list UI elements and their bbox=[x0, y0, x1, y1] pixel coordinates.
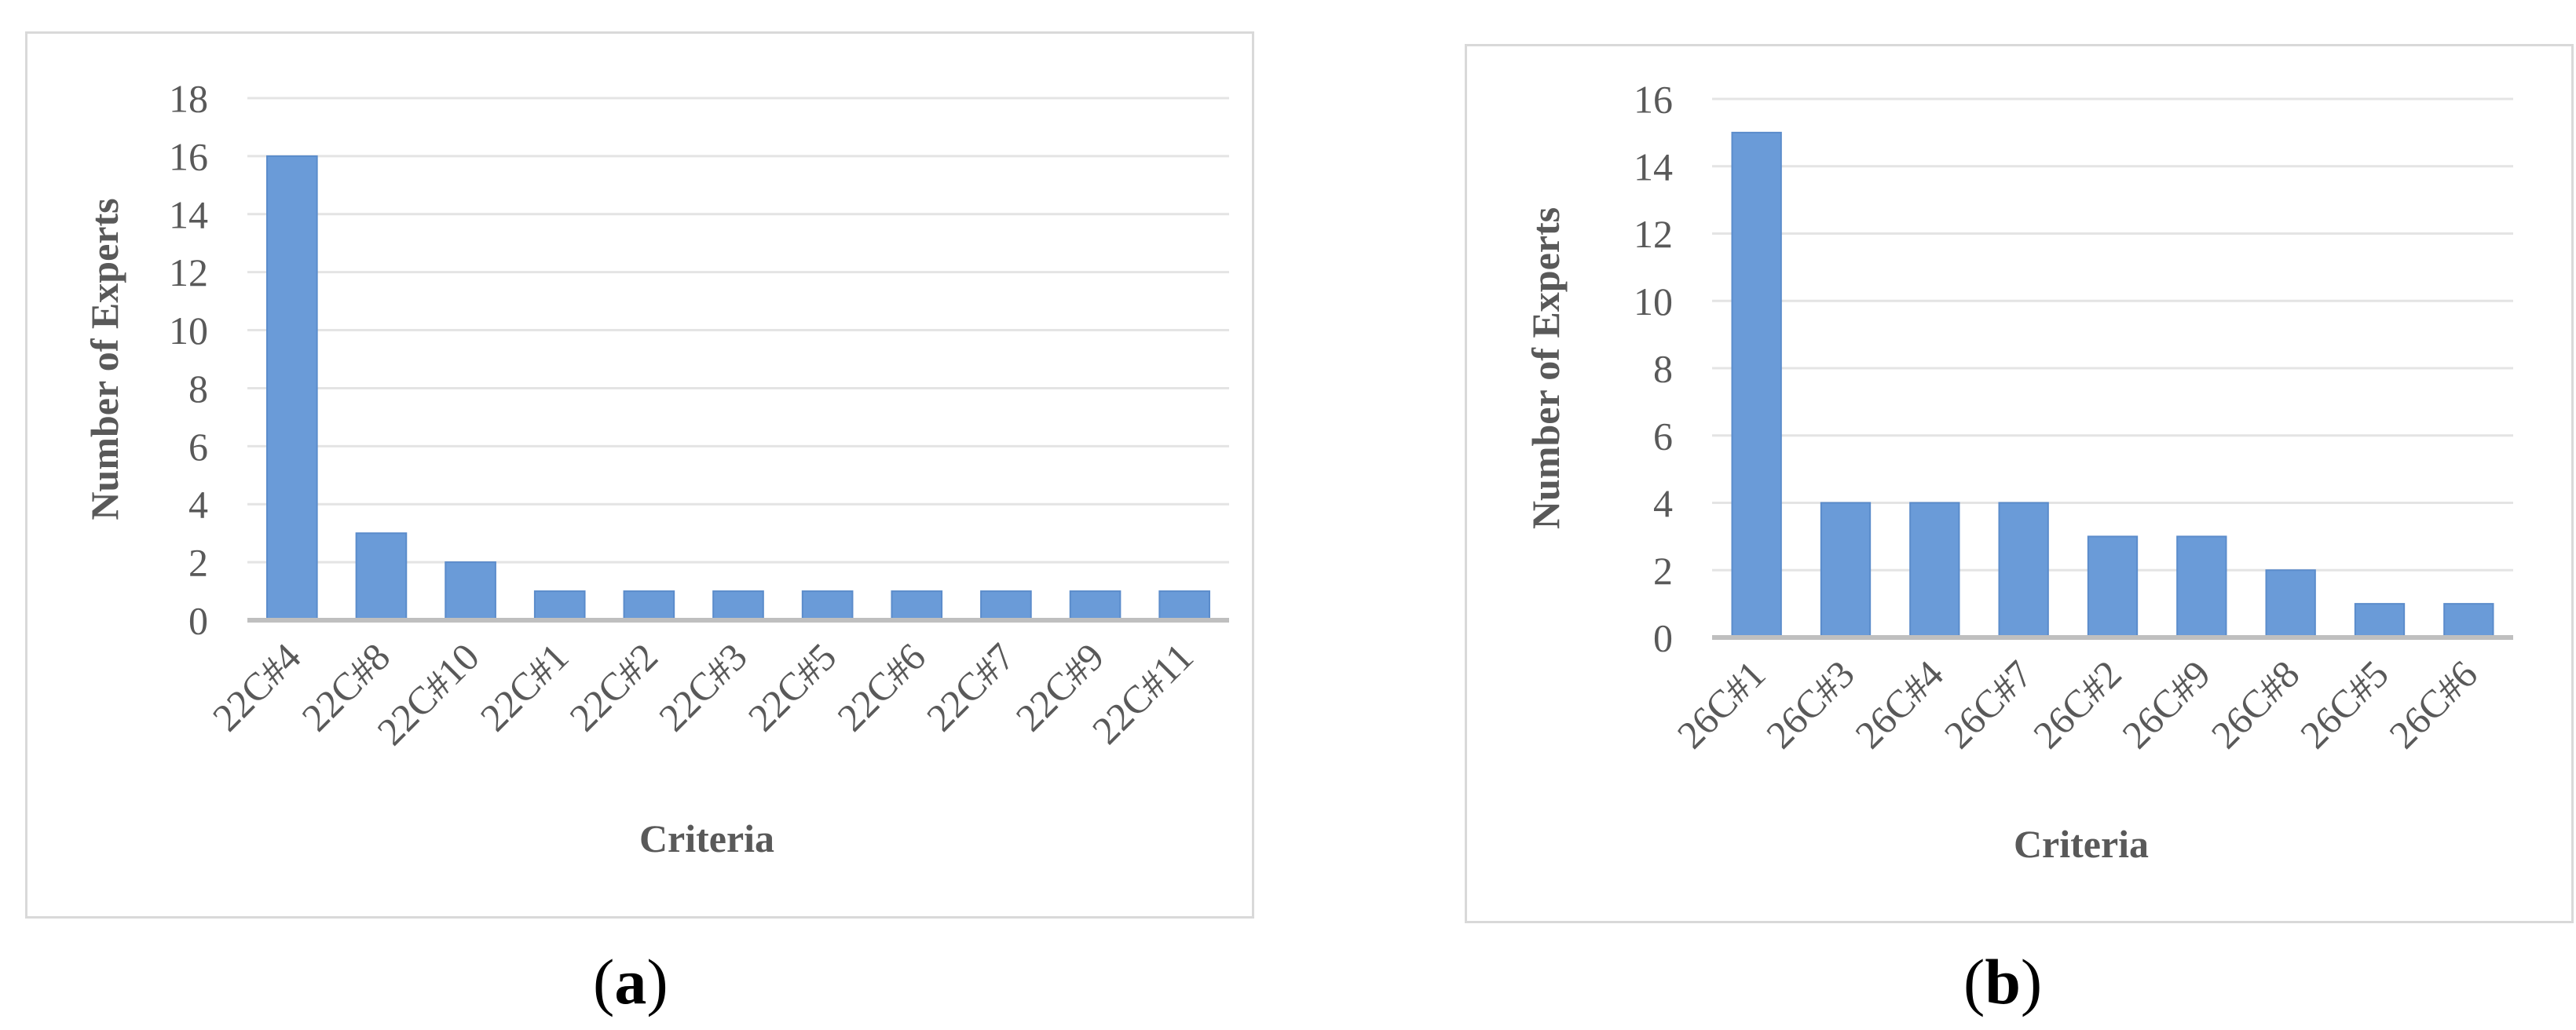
chart-b-xtick-label: 26C#6 bbox=[2380, 652, 2486, 757]
chart-a-ytick-label: 14 bbox=[169, 192, 208, 236]
chart-b-xtick-label: 26C#8 bbox=[2203, 652, 2308, 757]
chart-a-xtick-label: 22C#2 bbox=[561, 634, 666, 740]
chart-a-bar bbox=[355, 532, 408, 622]
chart-b-bar bbox=[2265, 569, 2316, 638]
chart-a-ytick-label: 18 bbox=[169, 77, 208, 121]
chart-b-xtick-label: 26C#2 bbox=[2025, 652, 2130, 757]
chart-b-xtick-label: 26C#4 bbox=[1846, 652, 1952, 757]
chart-a-ytick-label: 10 bbox=[169, 309, 208, 352]
chart-b-ytick-label: 14 bbox=[1634, 144, 1673, 188]
chart-a-bar bbox=[891, 590, 943, 621]
chart-b-ylabel: Number of Experts bbox=[1524, 207, 1568, 529]
chart-a-xlabel: Criteria bbox=[639, 816, 774, 860]
chart-b-bar bbox=[2087, 535, 2139, 638]
chart-a-xtick-label: 22C#1 bbox=[472, 634, 577, 740]
chart-b-ytick-label: 12 bbox=[1634, 212, 1673, 256]
chart-b-frame bbox=[1465, 44, 2574, 923]
caption-b: (b) bbox=[1963, 946, 2043, 1017]
chart-a-xtick-label: 22C#3 bbox=[650, 634, 756, 740]
caption-a: (a) bbox=[593, 946, 668, 1017]
chart-a-bar bbox=[712, 590, 764, 621]
chart-a-bar bbox=[445, 561, 496, 621]
chart-a-ylabel: Number of Experts bbox=[82, 198, 126, 520]
chart-b-xtick-label: 26C#3 bbox=[1758, 652, 1863, 757]
chart-b-ytick-label: 0 bbox=[1653, 616, 1673, 660]
chart-a-ytick-label: 12 bbox=[169, 250, 208, 294]
chart-a-bar bbox=[266, 155, 318, 621]
chart-b-ytick-label: 16 bbox=[1634, 78, 1673, 122]
chart-b-xtick-label: 26C#1 bbox=[1669, 652, 1774, 757]
chart-a-xtick-label: 22C#7 bbox=[918, 634, 1023, 740]
chart-b-ytick-label: 10 bbox=[1634, 279, 1673, 323]
chart-b-ytick-label: 2 bbox=[1653, 549, 1673, 593]
chart-a-ytick-label: 0 bbox=[188, 599, 208, 643]
chart-b-bar bbox=[2176, 535, 2227, 638]
chart-a-bar bbox=[1158, 590, 1211, 621]
chart-b-xtick-label: 26C#9 bbox=[2113, 652, 2219, 757]
chart-a-bar bbox=[980, 590, 1032, 621]
chart-a-ytick-label: 6 bbox=[188, 425, 208, 469]
chart-a-bar bbox=[623, 590, 675, 621]
chart-b-xtick-label: 26C#5 bbox=[2292, 652, 2397, 757]
chart-a-bar bbox=[801, 590, 854, 621]
chart-a-bar bbox=[1069, 590, 1122, 621]
chart-b-ytick-label: 6 bbox=[1653, 414, 1673, 458]
chart-b-ytick-label: 8 bbox=[1653, 347, 1673, 391]
chart-a-xtick-label: 22C#5 bbox=[740, 634, 845, 740]
chart-a-frame bbox=[25, 31, 1254, 919]
chart-b-bar bbox=[2354, 603, 2406, 638]
chart-b-xlabel: Criteria bbox=[2014, 822, 2149, 866]
chart-b-bar bbox=[1909, 502, 1960, 638]
chart-a-xtick-label: 22C#11 bbox=[1084, 634, 1202, 752]
chart-a-bar bbox=[533, 590, 586, 621]
chart-a-ytick-label: 8 bbox=[188, 367, 208, 411]
chart-a-ytick-label: 4 bbox=[188, 483, 208, 527]
chart-a-xtick-label: 22C#6 bbox=[829, 634, 934, 740]
chart-a-xtick-label: 22C#10 bbox=[368, 634, 488, 754]
chart-b-xtick-label: 26C#7 bbox=[1936, 652, 2041, 757]
chart-b-bar bbox=[1731, 131, 1782, 638]
chart-b-bar bbox=[1820, 502, 1872, 638]
chart-a-xtick-label: 22C#4 bbox=[204, 634, 309, 740]
chart-a-ytick-label: 16 bbox=[169, 134, 208, 178]
chart-b-ytick-label: 4 bbox=[1653, 481, 1673, 525]
chart-b-bar bbox=[1998, 502, 2049, 638]
chart-a-ytick-label: 2 bbox=[188, 541, 208, 585]
chart-b-bar bbox=[2443, 603, 2494, 638]
